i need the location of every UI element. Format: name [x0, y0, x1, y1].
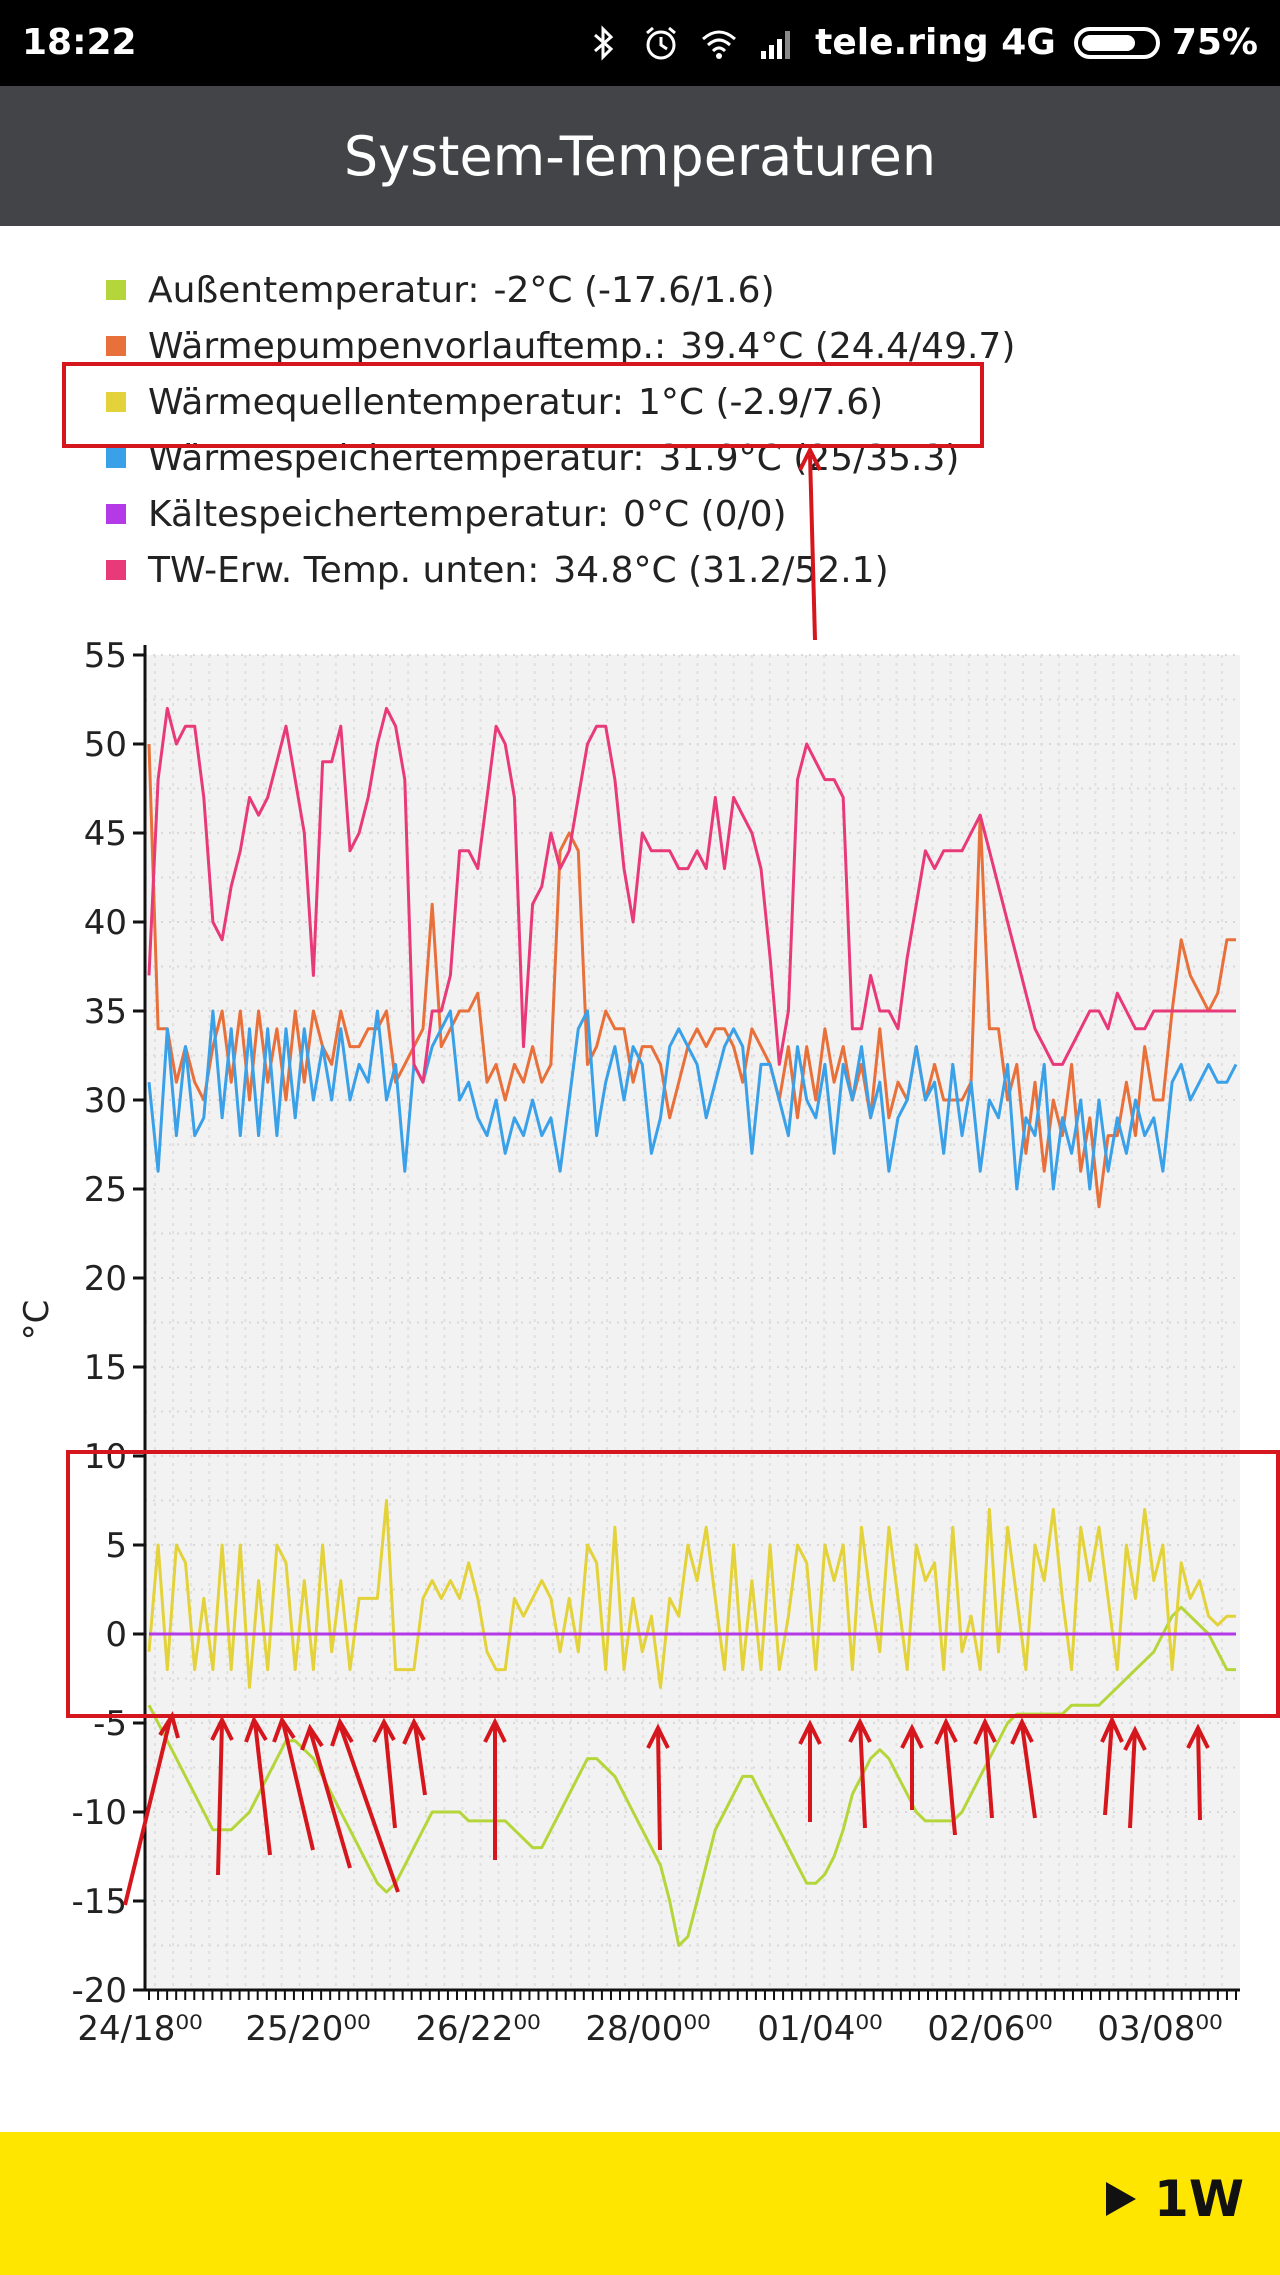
legend-value: 34.8°C (31.2/52.1) [553, 549, 889, 591]
legend-item-kaeltespeichertemperatur: Kältespeichertemperatur: 0°C (0/0) [106, 486, 1015, 542]
battery-level [1081, 34, 1135, 51]
y-tick-label: 30 [84, 1081, 127, 1121]
status-bar: 18:22 tele.ring 4G 75% [0, 0, 1280, 86]
legend-value: 39.4°C (24.4/49.7) [680, 325, 1016, 367]
chart-grid [145, 654, 1240, 1991]
legend-swatch [106, 336, 126, 356]
y-tick-label: 55 [84, 636, 127, 676]
legend-label: Außentemperatur: [148, 269, 480, 311]
x-tick-label: 01/04⁰⁰ [757, 2009, 882, 2049]
battery-percent: 75% [1171, 22, 1258, 63]
legend-swatch [106, 448, 126, 468]
footer-bar: 1W [0, 2132, 1280, 2275]
y-tick-label: 40 [84, 903, 127, 943]
legend-label: Kältespeichertemperatur: [148, 493, 610, 535]
y-tick-label: -10 [71, 1793, 127, 1833]
battery-icon [1073, 26, 1160, 59]
annotation-box-chart-band [66, 1450, 1280, 1718]
range-1w-button[interactable]: 1W [1104, 2170, 1244, 2228]
y-tick-label: 50 [84, 725, 127, 765]
series-line-2 [147, 1009, 1238, 1191]
y-tick-label: 25 [84, 1170, 127, 1210]
app-bar: System-Temperaturen [0, 86, 1280, 226]
x-tick-label: 02/06⁰⁰ [927, 2009, 1052, 2049]
series-line-1 [147, 743, 1236, 1209]
carrier-label: tele.ring 4G [815, 22, 1056, 63]
y-tick-label: 15 [84, 1348, 127, 1388]
x-tick-label: 03/08⁰⁰ [1097, 2009, 1222, 2049]
legend-label: TW-Erw. Temp. unten: [148, 549, 540, 591]
legend-label: Wärmepumpenvorlauftemp.: [148, 325, 667, 367]
y-tick-label: 45 [84, 814, 127, 854]
legend-swatch [106, 392, 126, 412]
y-axis-label: °C [17, 1300, 57, 1341]
alarm-icon [646, 26, 677, 59]
legend-item-aussentemperatur: Außentemperatur: -2°C (-17.6/1.6) [106, 262, 1015, 318]
y-tick-label: -15 [71, 1882, 127, 1922]
legend-value: 0°C (0/0) [623, 493, 787, 535]
chart-axes: 5550454035302520151050-5-10-15-2024/18⁰⁰… [71, 636, 1240, 2049]
legend-swatch [106, 560, 126, 580]
play-icon [1106, 2182, 1137, 2216]
battery-indicator: 75% [1073, 22, 1258, 63]
y-tick-label: 5 [105, 1526, 127, 1566]
legend-item-waermepumpenvorlauftemp: Wärmepumpenvorlauftemp.: 39.4°C (24.4/49… [106, 318, 1015, 374]
legend-swatch [106, 280, 126, 300]
wifi-icon [702, 30, 737, 59]
chart-series [147, 706, 1238, 1947]
legend-swatch [106, 504, 126, 524]
y-tick-label: 10 [84, 1437, 127, 1477]
status-time: 18:22 [22, 22, 137, 63]
bluetooth-icon [594, 24, 614, 61]
y-tick-label: 20 [84, 1259, 127, 1299]
legend-value: -2°C (-17.6/1.6) [493, 269, 775, 311]
chart-legend: Außentemperatur: -2°C (-17.6/1.6) Wärmep… [106, 262, 1015, 598]
legend-value: 1°C (-2.9/7.6) [637, 381, 884, 423]
signal-icon [761, 30, 791, 59]
legend-item-waermequellentemperatur: Wärmequellentemperatur: 1°C (-2.9/7.6) [106, 374, 1015, 430]
range-label: 1W [1154, 2170, 1244, 2228]
temperature-chart: 5550454035302520151050-5-10-15-2024/18⁰⁰… [17, 636, 1240, 2049]
annotation-box-legend [62, 362, 984, 448]
y-tick-label: -5 [93, 1704, 127, 1744]
series-line-5 [147, 706, 1236, 1084]
x-tick-label: 28/00⁰⁰ [585, 2009, 710, 2049]
y-tick-label: 35 [84, 992, 127, 1032]
page-title: System-Temperaturen [343, 124, 937, 188]
status-icons: tele.ring 4G 75% [583, 22, 1258, 63]
x-tick-label: 24/18⁰⁰ [77, 2009, 202, 2049]
legend-item-tw-erw-temp-unten: TW-Erw. Temp. unten: 34.8°C (31.2/52.1) [106, 542, 1015, 598]
y-tick-label: -20 [71, 1971, 127, 2011]
plot-area [145, 655, 1240, 1990]
legend-label: Wärmequellentemperatur: [148, 381, 624, 423]
x-tick-label: 25/20⁰⁰ [245, 2009, 370, 2049]
x-tick-label: 26/22⁰⁰ [415, 2009, 540, 2049]
y-tick-label: 0 [105, 1615, 127, 1655]
